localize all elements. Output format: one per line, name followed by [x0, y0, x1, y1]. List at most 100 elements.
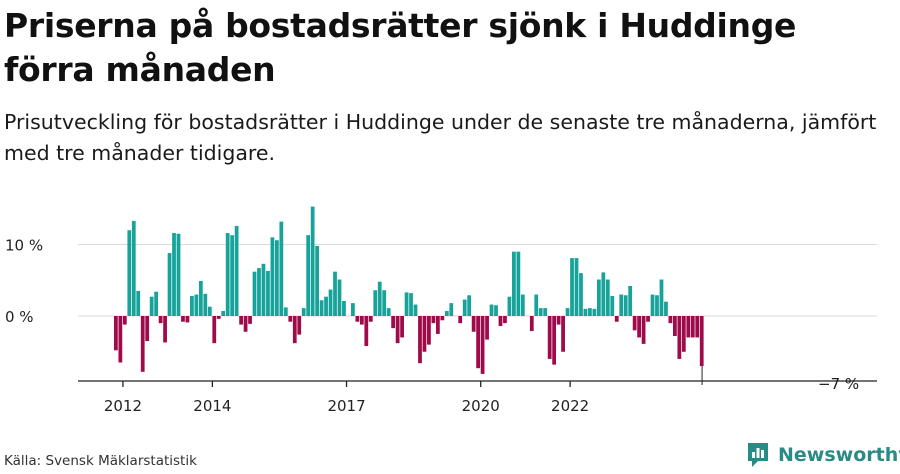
bar — [194, 294, 199, 316]
brand-name: Newsworthy — [778, 444, 900, 466]
bar — [485, 316, 489, 340]
bar — [538, 308, 543, 316]
bar — [655, 295, 659, 316]
x-tick-label: 2017 — [327, 397, 365, 415]
bar — [190, 295, 194, 316]
bar — [476, 316, 480, 369]
bar — [646, 316, 650, 322]
bar — [131, 220, 136, 316]
bar — [306, 235, 311, 316]
bar — [650, 294, 655, 316]
bar — [435, 316, 440, 334]
bar — [596, 279, 601, 316]
x-tick-label: 2022 — [551, 397, 589, 415]
bar — [583, 308, 588, 316]
bar — [261, 263, 266, 316]
bar — [181, 316, 185, 322]
source-note: Källa: Svensk Mäklarstatistik — [4, 453, 197, 469]
bar — [243, 316, 248, 332]
bar — [145, 316, 150, 342]
brand-logo[interactable]: Newsworthy — [746, 440, 900, 470]
bar — [570, 258, 574, 316]
bar — [422, 316, 427, 352]
bar — [610, 295, 615, 316]
chart-subtitle: Prisutveckling för bostadsrätter i Huddi… — [4, 110, 877, 165]
bar — [641, 316, 646, 344]
bar — [623, 295, 628, 316]
bar — [288, 316, 293, 322]
bar — [351, 303, 355, 316]
bar — [355, 316, 360, 322]
bar — [391, 316, 396, 329]
bar — [359, 316, 364, 325]
bar — [588, 308, 592, 316]
bar — [668, 316, 673, 324]
bar — [149, 296, 154, 316]
bar — [292, 316, 297, 344]
bar — [664, 301, 668, 316]
bar — [467, 295, 472, 316]
bar — [377, 281, 382, 316]
bar — [207, 306, 212, 316]
bar — [114, 316, 118, 351]
bar — [444, 311, 449, 316]
bar — [221, 311, 226, 316]
bar — [427, 316, 431, 345]
bar — [552, 316, 557, 365]
bar — [328, 289, 333, 316]
bar — [185, 316, 190, 323]
bar — [373, 290, 378, 316]
bar — [498, 316, 503, 327]
bar — [592, 308, 597, 316]
bar — [673, 316, 677, 337]
bar — [368, 316, 373, 322]
bar — [310, 206, 315, 316]
bar — [418, 316, 422, 364]
bar — [632, 316, 637, 331]
bar — [274, 240, 279, 316]
bar — [140, 316, 145, 372]
bar — [605, 279, 610, 316]
bar — [440, 316, 445, 321]
x-tick-label: 2012 — [104, 397, 142, 415]
bar — [333, 271, 337, 316]
bar — [297, 316, 302, 335]
bar — [695, 316, 700, 338]
bar — [659, 279, 664, 316]
bar — [413, 304, 418, 316]
bar — [337, 279, 342, 316]
bar — [507, 296, 512, 316]
bar — [579, 273, 583, 316]
bar — [400, 316, 404, 338]
bar — [252, 271, 257, 316]
bar — [565, 308, 570, 316]
bar — [489, 304, 494, 316]
bar — [471, 316, 476, 332]
bar — [699, 316, 704, 367]
bar — [239, 316, 243, 325]
bar — [248, 316, 252, 324]
bar — [529, 316, 534, 332]
annotation-label: −7 % — [818, 375, 859, 393]
bar — [158, 316, 163, 324]
bar — [127, 230, 132, 316]
bar — [136, 290, 141, 316]
bar — [270, 237, 275, 316]
bar — [520, 294, 525, 316]
bar — [601, 272, 606, 316]
bar — [458, 316, 463, 324]
bar — [315, 245, 320, 316]
bar — [386, 308, 391, 316]
y-tick-label: 10 % — [5, 237, 43, 255]
chart-title: Priserna på bostadsrätter sjönk i Huddin… — [4, 6, 797, 89]
bar — [628, 285, 633, 316]
bar — [172, 233, 176, 316]
bar — [462, 299, 467, 316]
bar — [234, 225, 239, 316]
y-tick-label: 0 % — [5, 308, 34, 326]
bar — [409, 293, 413, 316]
bar — [534, 294, 539, 316]
bar — [677, 316, 682, 359]
bar — [203, 293, 208, 316]
bar — [556, 316, 561, 325]
